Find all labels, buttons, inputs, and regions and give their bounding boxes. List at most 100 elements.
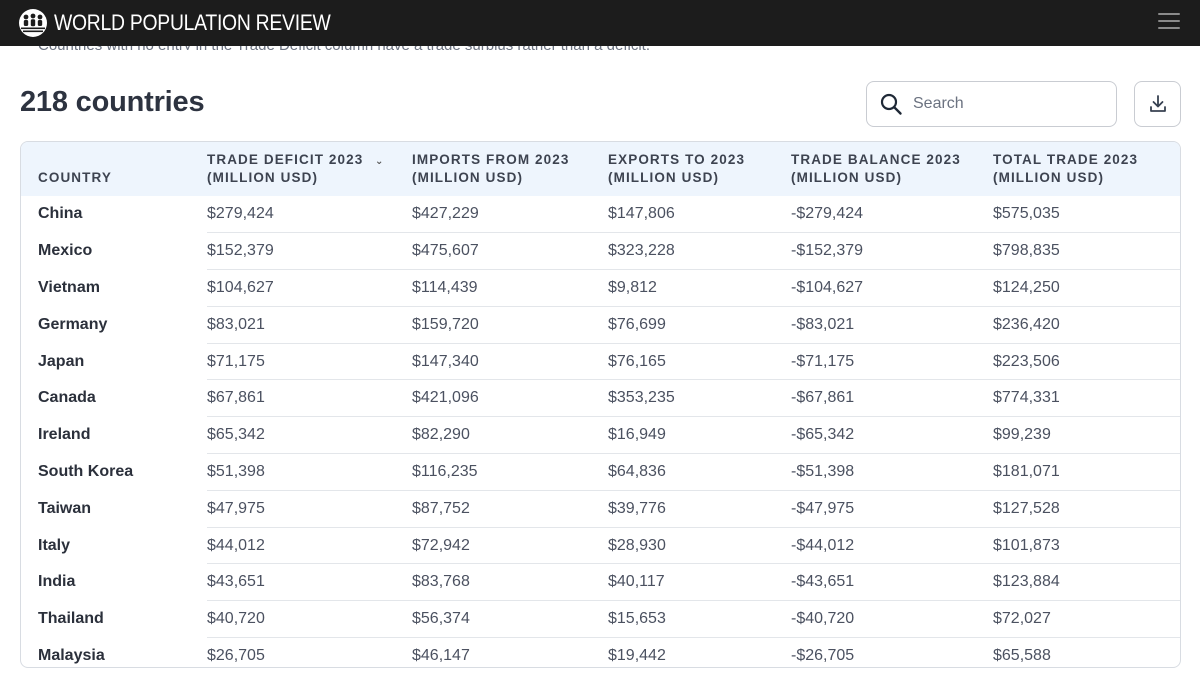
- cell-exports: $323,228: [608, 232, 791, 270]
- cell-deficit: $279,424: [207, 205, 274, 223]
- table-row[interactable]: Vietnam $104,627 $114,439 $9,812 -$104,627 $1…: [21, 269, 1180, 307]
- cell-imports: $116,235: [412, 453, 608, 491]
- cell-country[interactable]: Vietnam: [21, 269, 207, 307]
- download-button[interactable]: [1134, 81, 1181, 127]
- hamburger-menu-icon[interactable]: [1158, 11, 1180, 31]
- table-row[interactable]: Malaysia $26,705 $46,147 $19,442 -$26,705 $65…: [21, 637, 1180, 667]
- globe-people-icon: [19, 9, 47, 37]
- cell-deficit: $71,175: [207, 342, 412, 380]
- cell-country[interactable]: Taiwan: [21, 489, 207, 528]
- cell-country[interactable]: India: [21, 563, 207, 601]
- cell-exports: $76,165: [608, 342, 791, 380]
- cell-total: $123,884: [993, 563, 1180, 601]
- cell-balance: -$65,342: [791, 416, 993, 454]
- cell-exports: $64,836: [608, 453, 791, 491]
- cell-deficit: $47,975: [207, 489, 412, 528]
- cell-imports: $159,720: [412, 305, 608, 344]
- search-input[interactable]: [913, 95, 1093, 113]
- cell-imports: $147,340: [412, 342, 608, 380]
- cell-deficit: $65,342: [207, 416, 412, 454]
- cell-imports: $114,439: [412, 269, 608, 307]
- search-icon: [880, 93, 902, 115]
- top-navigation-bar: WORLD POPULATION REVIEW: [0, 0, 1200, 46]
- table-header-row: COUNTRY TRADE DEFICIT 2023 (MILLION USD)…: [21, 142, 1180, 196]
- table-row[interactable]: China $279,424 $427,229 $147,806 -$279,424 $5…: [21, 196, 1180, 233]
- cell-balance: -$67,861: [791, 379, 993, 417]
- cell-balance: -$83,021: [791, 305, 993, 344]
- cell-country[interactable]: Malaysia: [21, 637, 207, 667]
- cell-imports: $87,752: [412, 489, 608, 528]
- cell-country[interactable]: Italy: [21, 526, 207, 564]
- cell-total: $181,071: [993, 453, 1180, 491]
- table-row[interactable]: Thailand $40,720 $56,374 $15,653 -$40,720 $72…: [21, 600, 1180, 638]
- brand-name: WORLD POPULATION REVIEW: [54, 10, 331, 35]
- countries-table: COUNTRY TRADE DEFICIT 2023 (MILLION USD)…: [20, 141, 1181, 668]
- cell-exports: $19,442: [608, 637, 791, 667]
- column-header-imports[interactable]: IMPORTS FROM 2023 (MILLION USD): [412, 152, 570, 185]
- cell-imports: $82,290: [412, 416, 608, 454]
- cell-balance: -$279,424: [791, 205, 864, 223]
- sort-desc-icon: ⌄: [375, 156, 384, 167]
- cell-exports: $353,235: [608, 379, 791, 417]
- cell-country[interactable]: South Korea: [21, 453, 207, 491]
- cell-country[interactable]: Mexico: [21, 232, 207, 270]
- cell-country[interactable]: Germany: [21, 305, 207, 344]
- cell-balance: -$44,012: [791, 526, 993, 564]
- cell-deficit: $51,398: [207, 453, 412, 491]
- table-row[interactable]: Ireland $65,342 $82,290 $16,949 -$65,342 $99,…: [21, 416, 1180, 454]
- cell-exports: $15,653: [608, 600, 791, 638]
- cell-balance: -$43,651: [791, 563, 993, 601]
- column-header-trade-deficit[interactable]: TRADE DEFICIT 2023 (MILLION USD) ⌄: [207, 152, 384, 185]
- page-title: 218 countries: [20, 86, 205, 118]
- cell-country[interactable]: Ireland: [21, 416, 207, 454]
- download-icon: [1149, 95, 1166, 112]
- table-row[interactable]: Taiwan $47,975 $87,752 $39,776 -$47,975 $127,…: [21, 489, 1180, 528]
- cell-total: $798,835: [993, 232, 1180, 270]
- cell-total: $223,506: [993, 342, 1180, 380]
- table-row[interactable]: South Korea $51,398 $116,235 $64,836 -$51,39…: [21, 453, 1180, 491]
- site-logo[interactable]: WORLD POPULATION REVIEW: [18, 8, 368, 38]
- cell-imports: $421,096: [412, 379, 608, 417]
- cell-balance: -$40,720: [791, 600, 993, 638]
- table-row[interactable]: Mexico $152,379 $475,607 $323,228 -$152,379 $…: [21, 232, 1180, 270]
- cell-country[interactable]: Thailand: [21, 600, 207, 638]
- cell-total: $774,331: [993, 379, 1180, 417]
- cell-deficit: $152,379: [207, 232, 412, 270]
- cell-deficit: $40,720: [207, 600, 412, 638]
- column-header-total-trade[interactable]: TOTAL TRADE 2023 (MILLION USD): [993, 152, 1139, 185]
- cell-total: $99,239: [993, 416, 1180, 454]
- cell-exports: $16,949: [608, 416, 791, 454]
- cell-country[interactable]: Japan: [21, 342, 207, 380]
- cell-country[interactable]: Canada: [21, 379, 207, 417]
- cell-total: $575,035: [993, 205, 1060, 223]
- cell-total: $72,027: [993, 600, 1180, 638]
- cell-balance: -$47,975: [791, 489, 993, 528]
- search-box[interactable]: [866, 81, 1117, 127]
- cell-deficit: $26,705: [207, 637, 412, 667]
- cell-total: $65,588: [993, 637, 1180, 667]
- cell-deficit: $67,861: [207, 379, 412, 417]
- cell-deficit: $104,627: [207, 269, 412, 307]
- column-header-exports[interactable]: EXPORTS TO 2023 (MILLION USD): [608, 152, 746, 185]
- cell-country[interactable]: China: [38, 205, 83, 223]
- cell-exports: $40,117: [608, 563, 791, 601]
- cell-total: $127,528: [993, 489, 1180, 528]
- table-row[interactable]: Germany $83,021 $159,720 $76,699 -$83,021 $23…: [21, 305, 1180, 344]
- cell-total: $124,250: [993, 269, 1180, 307]
- column-header-trade-balance[interactable]: TRADE BALANCE 2023 (MILLION USD): [791, 152, 961, 185]
- cell-deficit: $83,021: [207, 305, 412, 344]
- cell-imports: $56,374: [412, 600, 608, 638]
- cell-imports: $427,229: [412, 205, 479, 223]
- cell-imports: $46,147: [412, 637, 608, 667]
- cell-total: $101,873: [993, 526, 1180, 564]
- cell-exports: $9,812: [608, 269, 791, 307]
- cell-exports: $147,806: [608, 205, 675, 223]
- cell-balance: -$152,379: [791, 232, 993, 270]
- cell-exports: $76,699: [608, 305, 791, 344]
- table-row[interactable]: Italy $44,012 $72,942 $28,930 -$44,012 $101,8…: [21, 526, 1180, 564]
- table-row[interactable]: Canada $67,861 $421,096 $353,235 -$67,861 $77…: [21, 379, 1180, 417]
- table-row[interactable]: India $43,651 $83,768 $40,117 -$43,651 $123,8…: [21, 563, 1180, 601]
- column-header-country[interactable]: COUNTRY: [38, 170, 112, 185]
- table-row[interactable]: Japan $71,175 $147,340 $76,165 -$71,175 $223,…: [21, 342, 1180, 380]
- cell-balance: -$51,398: [791, 453, 993, 491]
